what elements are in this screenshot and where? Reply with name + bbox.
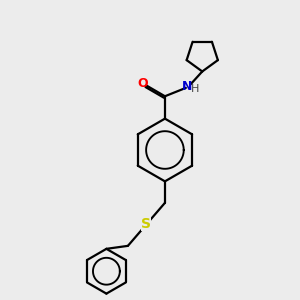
Text: N: N bbox=[182, 80, 193, 93]
Text: S: S bbox=[141, 218, 152, 231]
Text: H: H bbox=[190, 84, 199, 94]
Text: O: O bbox=[137, 76, 148, 90]
